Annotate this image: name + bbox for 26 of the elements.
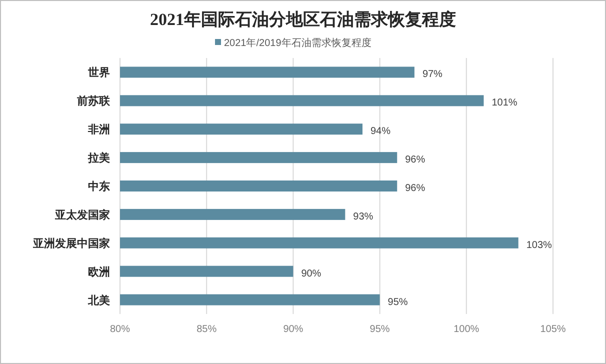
- y-tick-label: 世界: [87, 66, 110, 80]
- y-tick-label: 亚洲发展中国家: [32, 236, 110, 250]
- y-tick-label: 北美: [87, 294, 110, 307]
- y-tick-label: 拉美: [87, 152, 110, 165]
- data-label: 95%: [388, 296, 408, 308]
- legend-label: 2021年/2019年石油需求恢复程度: [224, 37, 372, 49]
- x-tick-label: 100%: [454, 324, 480, 335]
- x-tick-label: 95%: [370, 324, 390, 335]
- x-tick-label: 90%: [283, 324, 304, 335]
- x-tick-label: 85%: [196, 324, 217, 335]
- data-label: 96%: [405, 154, 426, 166]
- data-label: 94%: [370, 126, 391, 138]
- x-tick-label: 80%: [110, 324, 130, 335]
- data-label: 97%: [422, 69, 443, 80]
- y-tick-label: 亚太发国家: [54, 208, 110, 222]
- chart-title: 2021年国际石油分地区石油需求恢复程度: [150, 10, 456, 29]
- data-label: 93%: [353, 211, 374, 222]
- data-label: 101%: [492, 98, 518, 109]
- y-tick-label: 欧洲: [88, 265, 110, 278]
- data-label: 90%: [301, 268, 322, 280]
- y-tick-label: 中东: [88, 180, 110, 193]
- y-tick-label: 前苏联: [76, 94, 111, 108]
- x-tick-label: 105%: [540, 324, 566, 335]
- y-tick-label: 非洲: [87, 123, 110, 136]
- data-label: 96%: [405, 183, 426, 194]
- data-label: 103%: [526, 240, 552, 251]
